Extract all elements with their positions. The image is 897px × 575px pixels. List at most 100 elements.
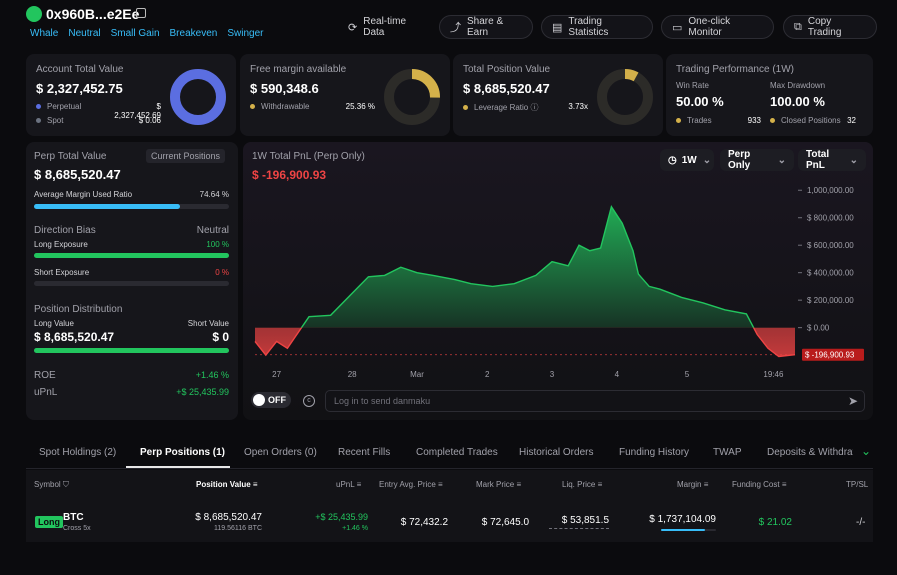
liq-price: $ 53,851.5 <box>549 515 609 529</box>
period-dropdown[interactable]: ◷ 1W ⌄ <box>660 149 714 171</box>
y-tick-label: $ 400,000.00 <box>807 269 854 278</box>
sort-icon[interactable]: ≡ <box>356 480 362 489</box>
header-mark-price[interactable]: Mark Price ≡ <box>476 480 522 489</box>
x-tick-label: 3 <box>550 370 555 379</box>
margin-value: $ 1,737,104.09 <box>649 514 716 525</box>
table-row[interactable]: Long BTC Cross 5x $ 8,685,520.47 119.561… <box>26 500 873 542</box>
margin-donut <box>384 69 440 125</box>
margin-title: Free margin available <box>250 64 347 75</box>
withdrawable-legend: Withdrawable <box>250 102 309 111</box>
danmaku-settings-icon[interactable]: c <box>303 395 315 407</box>
closed-value: 32 <box>847 116 856 125</box>
positions-table <box>26 470 873 542</box>
chevron-down-icon: ⌄ <box>849 154 858 166</box>
header-symbol[interactable]: Symbol ⛉ <box>34 480 69 489</box>
long-value-label: Long Value <box>34 319 74 328</box>
copy-trading-button[interactable]: ⧉ Copy Trading <box>783 15 877 39</box>
refresh-icon: ⟳ <box>348 21 358 34</box>
tab-historical-orders[interactable]: Historical Orders <box>519 447 594 458</box>
danmaku-input[interactable]: Log in to send danmaku ➤ <box>325 390 865 412</box>
leverage-value: 3.73x <box>568 102 588 111</box>
side-badge: Long <box>35 516 63 528</box>
wallet-address: 0x960B...e2Ee <box>46 6 140 22</box>
chevron-down-icon[interactable]: ⌄ <box>861 444 872 458</box>
tpsl-value[interactable]: -/- <box>856 517 866 528</box>
y-tick-label: $ 0.00 <box>807 324 830 333</box>
filter-dropdown[interactable]: Perp Only ⌄ <box>720 149 794 171</box>
position-value: $ 8,685,520.47 <box>195 512 262 523</box>
pnl-line-positive <box>300 204 755 328</box>
tab-twap[interactable]: TWAP <box>713 447 742 458</box>
header-entry-price[interactable]: Entry Avg. Price ≡ <box>379 480 443 489</box>
upnl-label: uPnL <box>34 387 58 398</box>
tag-list: Whale Neutral Small Gain Breakeven Swinger <box>30 27 273 39</box>
spot-value: $ 0.06 <box>138 116 161 125</box>
margin-value: $ 590,348.6 <box>250 81 319 96</box>
send-icon[interactable]: ➤ <box>847 394 858 408</box>
distribution-bar <box>34 348 229 353</box>
distribution-label: Position Distribution <box>34 304 123 315</box>
win-rate-label: Win Rate <box>676 81 709 90</box>
margin-card: Free margin available $ 590,348.6 Withdr… <box>240 54 450 136</box>
trades-dot <box>676 118 681 124</box>
sort-icon[interactable]: ≡ <box>438 480 443 489</box>
roe-label: ROE <box>34 370 56 381</box>
tab-open-orders[interactable]: Open Orders (0) <box>244 447 317 458</box>
account-donut <box>170 69 226 125</box>
closed-legend: Closed Positions <box>770 116 841 125</box>
perp-dot <box>36 104 41 110</box>
avg-margin-label: Average Margin Used Ratio <box>34 190 133 199</box>
sort-icon[interactable]: ≡ <box>516 480 522 489</box>
spot-dot <box>36 118 41 124</box>
spot-legend: Spot <box>36 116 63 125</box>
tag: Breakeven <box>169 28 218 39</box>
upnl-value: +$ 25,435.99 <box>176 387 229 397</box>
current-value-badge <box>802 348 864 361</box>
symbol[interactable]: BTC <box>63 512 84 523</box>
header-upnl[interactable]: uPnL ≡ <box>336 480 362 489</box>
sort-icon[interactable]: ≡ <box>252 480 258 489</box>
copy-icon[interactable] <box>136 8 146 18</box>
realtime-data-button[interactable]: ⟳ Real-time Data <box>348 16 407 38</box>
pnl-value: $ -196,900.93 <box>252 168 327 182</box>
sort-icon[interactable]: ≡ <box>597 480 603 489</box>
metric-dropdown[interactable]: Total PnL ⌄ <box>798 149 866 171</box>
filter-icon[interactable]: ⛉ <box>62 480 69 489</box>
header-position-value[interactable]: Position Value ≡ <box>196 480 258 489</box>
monitor-button[interactable]: ▭ One-click Monitor <box>661 15 774 39</box>
x-tick-label: 2 <box>485 370 490 379</box>
account-value: $ 2,327,452.75 <box>36 81 123 96</box>
help-icon[interactable]: ⓘ <box>530 103 539 112</box>
tab-deposits-withdrawals[interactable]: Deposits & Withdrav <box>767 447 853 458</box>
leverage-legend: Leverage Ratio ⓘ <box>463 102 539 113</box>
chevron-down-icon: ⌄ <box>777 154 786 166</box>
sort-icon[interactable]: ≡ <box>781 480 787 489</box>
header-funding-cost[interactable]: Funding Cost ≡ <box>732 480 787 489</box>
entry-price: $ 72,432.2 <box>400 517 448 528</box>
tab-spot-holdings[interactable]: Spot Holdings (2) <box>39 447 117 458</box>
tab-perp-positions[interactable]: Perp Positions (1) <box>140 447 226 458</box>
roe-value: +1.46 % <box>195 370 229 380</box>
header-margin[interactable]: Margin ≡ <box>677 480 709 489</box>
position-size: 119.56116 BTC <box>214 525 262 532</box>
danmaku-toggle[interactable]: OFF <box>251 392 291 408</box>
current-positions-button[interactable]: Current Positions <box>146 149 226 163</box>
long-exposure-value: 100 % <box>206 240 229 249</box>
header-liq-price[interactable]: Liq. Price ≡ <box>562 480 603 489</box>
trades-value: 933 <box>747 116 761 125</box>
margin-bar <box>661 529 716 531</box>
chevron-down-icon: ⌄ <box>702 154 712 166</box>
sort-icon[interactable]: ≡ <box>703 480 709 489</box>
share-earn-button[interactable]: ⤴ Share & Earn <box>439 15 533 39</box>
pnl-chart: 1,000,000.00 $ 800,000.00 $ 600,000.00 $ 40… <box>254 186 864 379</box>
closed-dot <box>770 118 775 124</box>
tab-completed-trades[interactable]: Completed Trades <box>416 447 498 458</box>
tab-recent-fills[interactable]: Recent Fills <box>338 447 391 458</box>
avg-margin-value: 74.64 % <box>199 190 229 199</box>
trading-statistics-button[interactable]: ▤ Trading Statistics <box>541 15 653 39</box>
max-drawdown-value: 100.00 % <box>770 94 825 109</box>
tab-funding-history[interactable]: Funding History <box>619 447 690 458</box>
tag: Whale <box>30 28 59 39</box>
short-exposure-label: Short Exposure <box>34 268 90 277</box>
tabs-bar <box>26 430 873 469</box>
